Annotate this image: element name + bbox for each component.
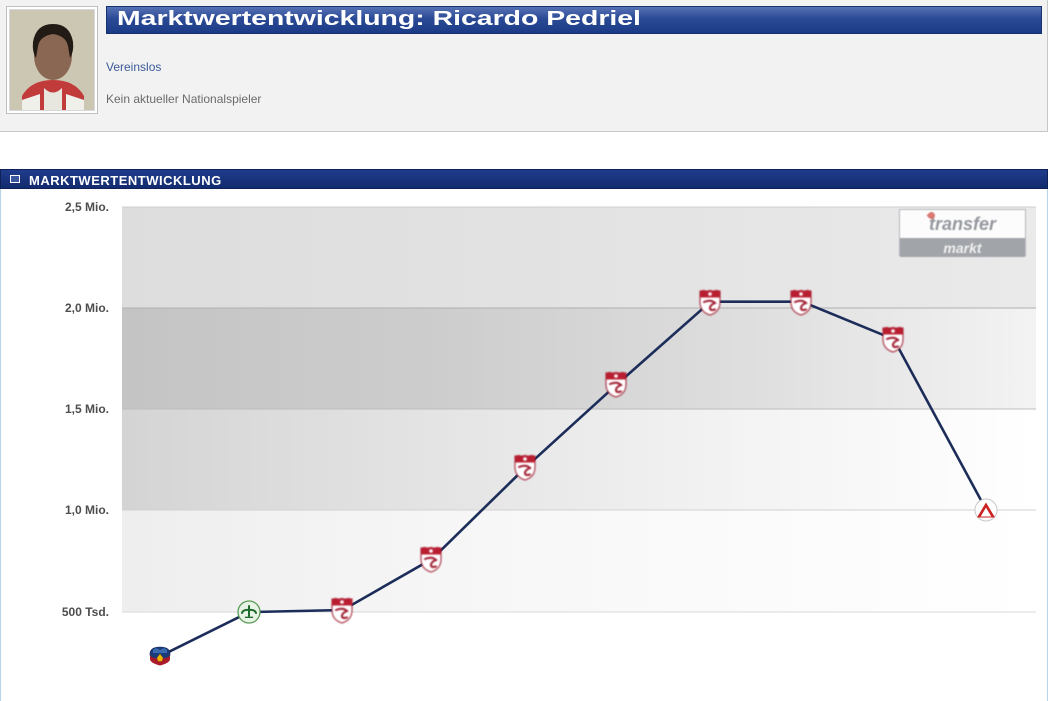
svg-text:2,0 Mio.: 2,0 Mio. [65, 301, 109, 315]
svg-text:1,0 Mio.: 1,0 Mio. [65, 503, 109, 517]
svg-text:1,5 Mio.: 1,5 Mio. [65, 402, 109, 416]
svg-text:500 Tsd.: 500 Tsd. [62, 605, 109, 619]
svg-text:2,5 Mio.: 2,5 Mio. [65, 200, 109, 214]
